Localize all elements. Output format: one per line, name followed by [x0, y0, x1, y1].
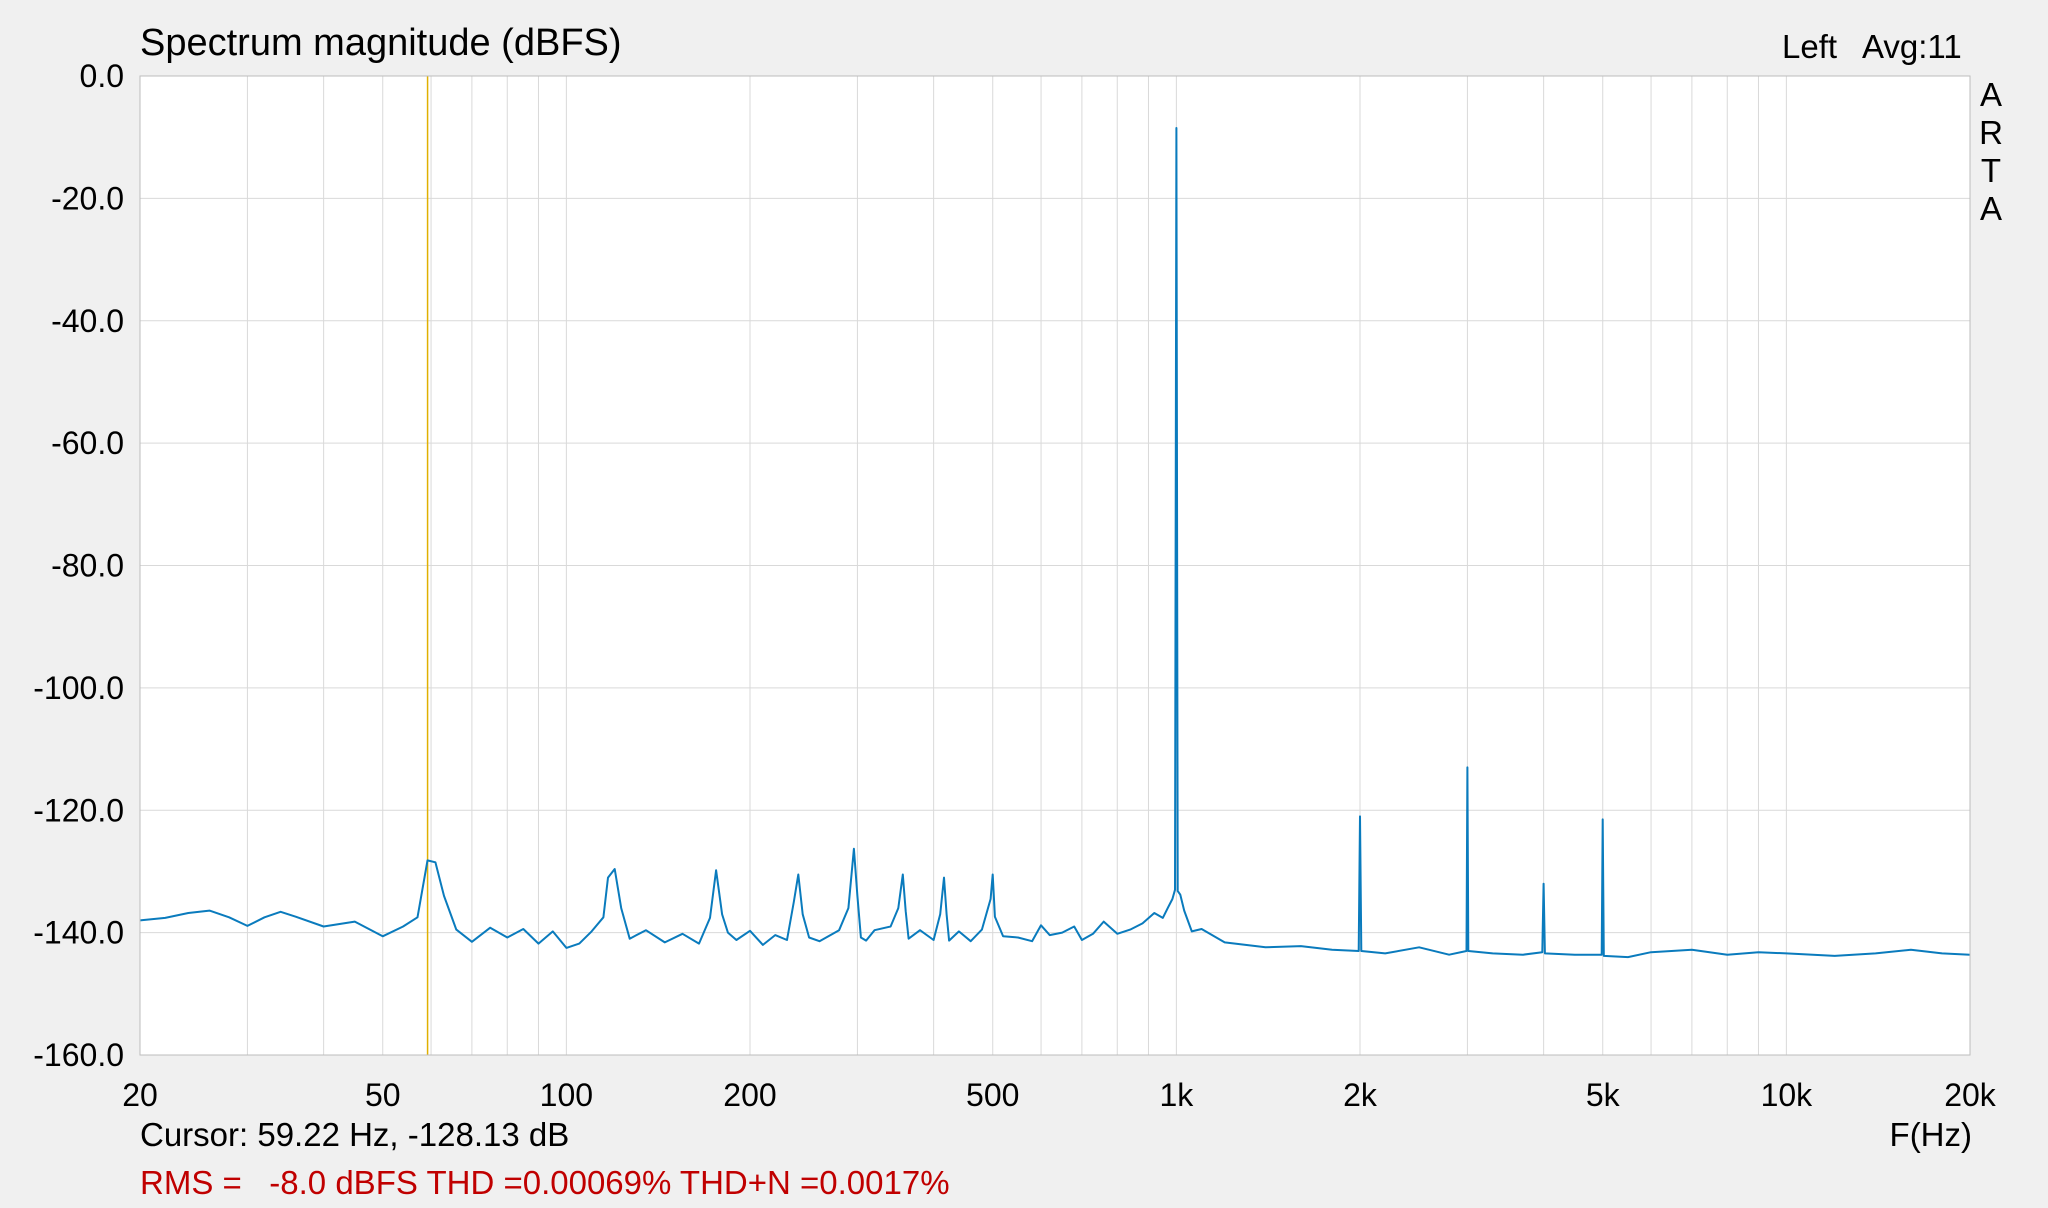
- thd-value: THD =0.00069%: [426, 1164, 672, 1201]
- watermark-letter: R: [1979, 114, 2003, 151]
- rms-label: RMS =: [140, 1164, 242, 1201]
- y-tick-label: -160.0: [33, 1037, 124, 1073]
- x-axis-unit-label: F(Hz): [1889, 1116, 1972, 1153]
- rms-value: -8.0 dBFS: [269, 1164, 418, 1201]
- x-tick-label: 20k: [1944, 1077, 1997, 1113]
- x-tick-label: 100: [540, 1077, 593, 1113]
- arta-watermark: A R T A: [1976, 76, 2006, 228]
- watermark-letter: T: [1980, 152, 2002, 189]
- trace-layer: [139, 127, 1971, 959]
- y-axis-tick-labels: 0.0 -20.0 -40.0 -60.0 -80.0 -100.0 -120.0 -140.…: [33, 58, 124, 1073]
- y-tick-label: -140.0: [33, 915, 124, 951]
- y-tick-label: -100.0: [33, 670, 124, 706]
- y-tick-label: 0.0: [80, 58, 124, 94]
- y-tick-label: -40.0: [51, 303, 124, 339]
- thdn-value: THD+N =0.0017%: [679, 1164, 950, 1201]
- x-tick-label: 20: [122, 1077, 158, 1113]
- average-count: Avg:11: [1862, 28, 1962, 65]
- y-tick-label: -80.0: [51, 548, 124, 584]
- watermark-letter: A: [1979, 76, 2002, 113]
- watermark-letter: A: [1979, 190, 2002, 227]
- y-tick-label: -60.0: [51, 425, 124, 461]
- chart-title: Spectrum magnitude (dBFS): [140, 22, 622, 64]
- y-tick-label: -120.0: [33, 792, 124, 828]
- spectrum-trace: [139, 127, 1971, 959]
- x-tick-label: 10k: [1761, 1077, 1814, 1113]
- measurement-stats: RMS = -8.0 dBFS THD =0.00069% THD+N =0.0…: [140, 1164, 950, 1202]
- y-tick-label: -20.0: [51, 180, 124, 216]
- x-tick-label: 200: [723, 1077, 776, 1113]
- channel-label: Left: [1782, 28, 1838, 65]
- x-axis-tick-labels: 20 50 100 200 500 1k 2k 5k 10k 20k: [122, 1077, 1997, 1113]
- x-tick-label: 2k: [1343, 1077, 1378, 1113]
- x-tick-label: 500: [966, 1077, 1019, 1113]
- x-tick-label: 50: [365, 1077, 401, 1113]
- x-tick-label: 1k: [1159, 1077, 1194, 1113]
- cursor-readout: Cursor: 59.22 Hz, -128.13 dB: [140, 1116, 570, 1153]
- x-tick-label: 5k: [1586, 1077, 1621, 1113]
- plot-frame: [139, 75, 1971, 1056]
